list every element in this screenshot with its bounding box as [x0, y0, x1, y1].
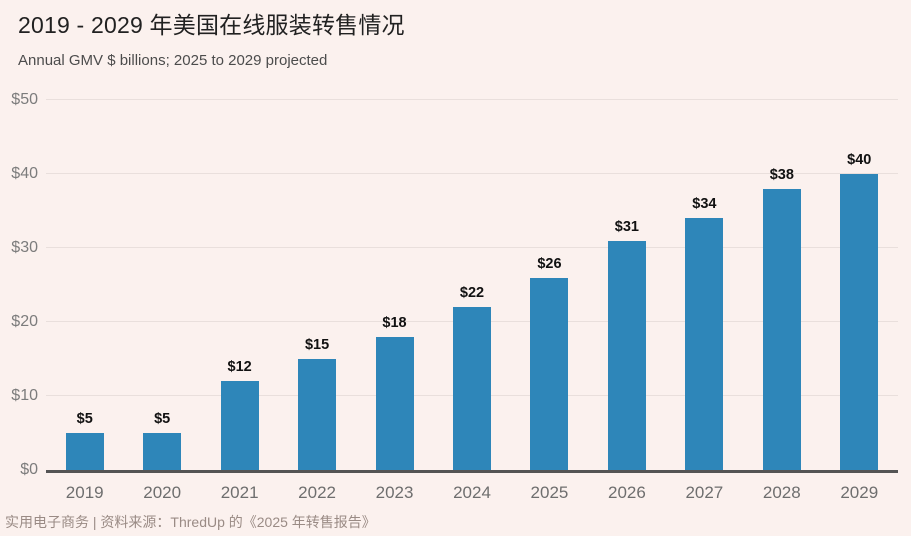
x-tick-label: 2026 [607, 483, 646, 502]
y-tick-label: $0 [20, 461, 38, 478]
bar-value-label: $22 [459, 285, 485, 301]
bar-2025 [530, 278, 569, 470]
x-tick-label: 2022 [298, 483, 336, 502]
bar-2022 [298, 359, 337, 470]
x-tick-label: 2020 [143, 483, 182, 502]
gridline [46, 247, 898, 248]
y-tick-label: $40 [11, 165, 38, 182]
bar-2023 [375, 337, 414, 470]
x-tick-label: 2025 [530, 483, 569, 502]
x-tick-label: 2028 [762, 483, 801, 502]
bar-value-label: $34 [692, 196, 717, 212]
gridline [46, 99, 898, 100]
bar-value-label: $5 [154, 411, 171, 427]
source-caption: 实用电子商务 | 资料来源：ThredUp 的《2025 年转售报告》 [5, 514, 376, 530]
bar-value-label: $12 [227, 359, 252, 375]
bar-value-label: $18 [382, 315, 407, 331]
x-tick-label: 2019 [65, 483, 104, 502]
x-tick-label: 2021 [220, 483, 259, 502]
bar-value-label: $40 [847, 152, 872, 168]
x-tick-label: 2024 [453, 483, 491, 502]
bar-2028 [762, 189, 801, 470]
chart-title: 2019 - 2029 年美国在线服装转售情况 [18, 12, 405, 38]
bar-2027 [685, 218, 724, 470]
bar-2024 [453, 307, 491, 470]
bar-2029 [840, 174, 879, 470]
gridline [46, 173, 898, 174]
bar-value-label: $26 [537, 256, 562, 272]
bar-2026 [607, 241, 646, 470]
chart-subtitle: Annual GMV $ billions; 2025 to 2029 proj… [18, 52, 328, 69]
bar-value-label: $5 [76, 411, 93, 427]
bar-2019 [65, 433, 104, 470]
bar-2021 [220, 381, 259, 470]
y-tick-label: $10 [11, 387, 38, 404]
y-tick-label: $20 [11, 313, 38, 330]
x-tick-label: 2027 [685, 483, 724, 502]
y-tick-label: $30 [11, 239, 38, 256]
bar-2020 [143, 433, 182, 470]
bar-value-label: $15 [304, 337, 330, 353]
bar-value-label: $31 [614, 219, 639, 235]
bar-value-label: $38 [769, 167, 794, 183]
x-tick-label: 2029 [840, 483, 879, 502]
plot-area: $5 $5 $12 $15 $18 $22 $26 $31 $34 $38 $40 [46, 99, 898, 473]
x-tick-label: 2023 [375, 483, 414, 502]
y-tick-label: $50 [11, 91, 38, 108]
